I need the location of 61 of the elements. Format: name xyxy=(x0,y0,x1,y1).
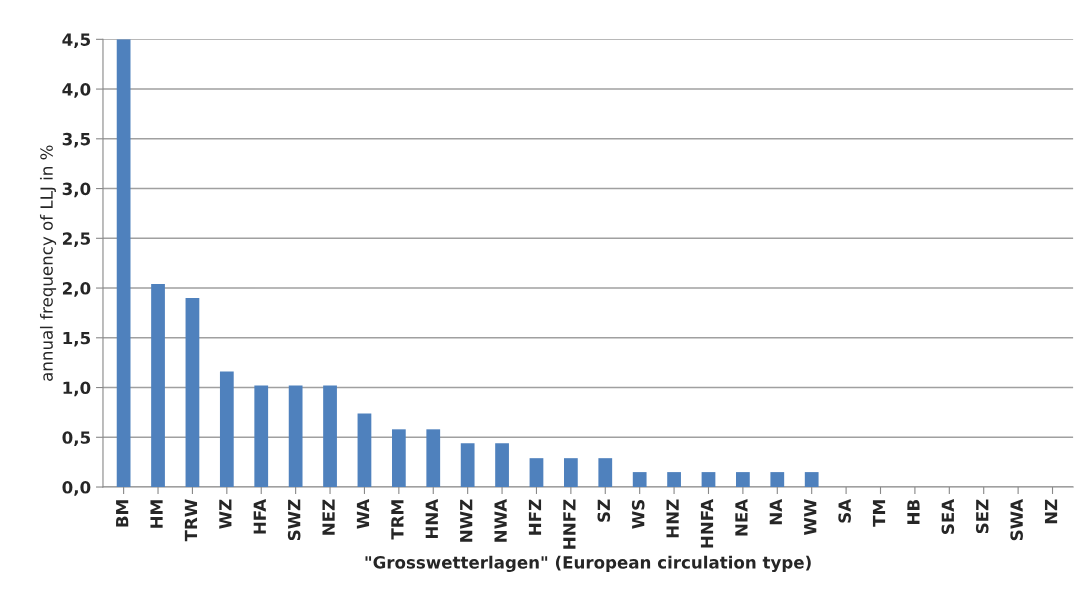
x-tick-label: HB xyxy=(907,500,920,524)
bar xyxy=(632,472,647,488)
x-tick-label: NZ xyxy=(1044,499,1058,524)
x-tick-label: HFA xyxy=(253,498,266,534)
bar xyxy=(598,458,613,488)
bar xyxy=(185,298,200,488)
y-tick-label: 1,5 xyxy=(63,331,91,347)
bar xyxy=(529,458,544,488)
y-tick-label: 0,0 xyxy=(62,480,91,496)
x-tick-label: BM xyxy=(116,500,129,527)
bar xyxy=(219,371,234,488)
x-tick-label: TM xyxy=(872,500,886,527)
x-tick-label: SZ xyxy=(597,499,611,522)
y-tick-label: 2,0 xyxy=(62,282,91,297)
x-tick-label: HNFA xyxy=(700,498,714,548)
bar xyxy=(151,284,165,488)
x-tick-label: HFZ xyxy=(528,499,542,535)
y-tick-label: 4,0 xyxy=(62,83,91,98)
bar xyxy=(736,472,750,488)
x-tick-label: NEZ xyxy=(322,499,335,535)
x-tick-label: NWZ xyxy=(460,499,473,542)
bar xyxy=(426,429,441,488)
y-tick-label: 1,0 xyxy=(63,381,91,397)
bar xyxy=(288,385,303,488)
x-tick-label: TRW xyxy=(184,499,198,542)
y-axis-title: annual frequency of LLJ in % xyxy=(39,145,57,381)
x-axis-title: "Grosswetterlagen" (European circulation type) xyxy=(365,555,811,573)
x-tick-label: NWA xyxy=(494,498,507,542)
x-tick-label: NA xyxy=(769,498,782,525)
x-tick-label: TRM xyxy=(391,500,404,540)
x-tick-label: WA xyxy=(356,498,370,529)
y-tick-label: 3,5 xyxy=(62,132,91,148)
x-tick-label: WW xyxy=(804,499,817,536)
bar xyxy=(254,385,269,488)
x-tick-label: SWA xyxy=(1010,498,1023,541)
x-tick-label: HNA xyxy=(425,498,438,539)
x-tick-label: HM xyxy=(150,500,163,528)
bar xyxy=(804,472,819,488)
bar xyxy=(495,443,509,488)
bar xyxy=(563,458,578,488)
x-tick-label: SEA xyxy=(941,498,955,534)
y-tick-label: 3,0 xyxy=(62,182,91,198)
bar xyxy=(323,385,337,488)
y-tick-label: 2,5 xyxy=(62,232,91,247)
y-tick-label: 4,5 xyxy=(62,33,91,49)
bar xyxy=(460,443,475,488)
x-tick-label: SWZ xyxy=(287,499,301,541)
x-tick-label: HNZ xyxy=(666,499,679,538)
x-tick-label: SEZ xyxy=(975,499,989,534)
x-tick-label: WS xyxy=(631,500,645,529)
x-tick-label: SA xyxy=(838,498,851,523)
bar xyxy=(357,413,372,488)
x-tick-label: NEA xyxy=(735,498,748,536)
bar xyxy=(391,429,406,488)
y-tick-label: 0,5 xyxy=(62,431,91,446)
x-tick-label: HNFZ xyxy=(563,499,576,549)
bar xyxy=(701,472,716,488)
x-tick-label: WZ xyxy=(219,499,232,529)
bar xyxy=(116,39,131,488)
bar xyxy=(770,472,785,488)
bar xyxy=(667,472,681,488)
